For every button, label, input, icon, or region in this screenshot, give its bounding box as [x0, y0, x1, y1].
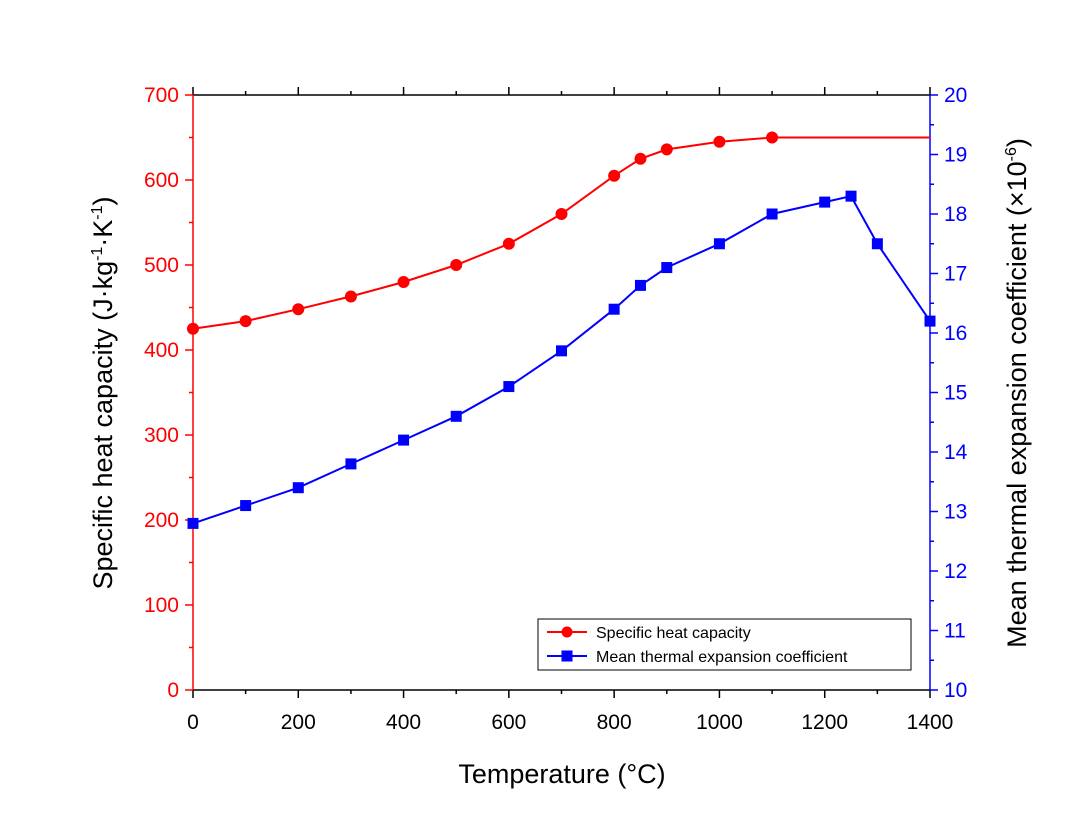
y-right-tick-label: 12 [944, 560, 967, 583]
data-point-expansion-10 [661, 262, 673, 274]
chart-series [187, 131, 936, 529]
y-right-tick-label: 10 [944, 679, 967, 702]
data-point-heat-1 [239, 315, 252, 328]
y-left-tick-label: 700 [144, 84, 179, 107]
data-point-expansion-15 [871, 238, 883, 250]
y-right-tick-label: 16 [944, 322, 967, 345]
x-tick-label: 800 [597, 711, 632, 734]
legend-label-heat: Specific heat capacity [596, 625, 751, 642]
x-tick-label: 200 [281, 711, 316, 734]
y-right-tick-label: 17 [944, 263, 967, 286]
data-point-expansion-3 [345, 458, 357, 470]
data-point-heat-10 [660, 143, 673, 156]
data-point-expansion-6 [503, 381, 515, 393]
data-point-expansion-1 [240, 500, 252, 512]
data-point-expansion-2 [292, 482, 304, 494]
y-left-tick-label: 600 [144, 169, 179, 192]
x-tick-label: 1200 [801, 711, 848, 734]
data-point-expansion-5 [450, 410, 462, 422]
data-point-heat-9 [634, 152, 647, 165]
data-point-expansion-14 [845, 190, 857, 202]
data-point-heat-4 [397, 276, 410, 288]
x-tick-label: 1400 [907, 711, 954, 734]
data-point-heat-11 [713, 135, 726, 148]
y-left-tick-label: 500 [144, 254, 179, 277]
data-point-expansion-7 [556, 345, 567, 357]
data-point-expansion-0 [187, 517, 199, 529]
chart-axes: 0 200 400 600 800 1000 1200 1400 0 100 200 300 400 50… [144, 84, 968, 734]
y-right-tick-label: 19 [944, 144, 967, 167]
x-tick-label: 600 [491, 711, 526, 734]
series-line-1 [192, 194, 931, 525]
data-point-heat-12 [766, 131, 779, 144]
y-right-tick-label: 15 [944, 382, 967, 405]
data-point-expansion-8 [608, 303, 620, 315]
x-tick-label: 1000 [696, 711, 743, 734]
x-tick-label: 400 [386, 711, 421, 734]
x-tick-label: 0 [187, 711, 199, 734]
y-right-axis-title: Mean thermal expansion coefficient (×10-… [1002, 138, 1032, 648]
y-left-tick-label: 100 [144, 594, 179, 617]
data-point-heat-0 [187, 322, 199, 335]
data-point-expansion-9 [634, 279, 646, 291]
legend-marker-heat [561, 626, 573, 638]
series-line-0 [192, 136, 930, 330]
data-point-expansion-13 [819, 196, 831, 208]
data-point-expansion-4 [398, 434, 410, 446]
y-left-tick-label: 300 [144, 424, 179, 447]
y-left-axis-title: Specific heat capacity (J·kg-1·K-1) [88, 196, 118, 589]
y-right-tick-label: 20 [944, 84, 967, 107]
legend-label-expansion: Mean thermal expansion coefficient [596, 649, 848, 666]
data-point-heat-8 [608, 169, 621, 182]
data-point-heat-7 [555, 208, 568, 220]
x-axis-title: Temperature (°C) [458, 759, 665, 789]
y-right-tick-label: 14 [944, 441, 968, 464]
y-right-tick-label: 13 [944, 501, 967, 524]
y-right-tick-label: 18 [944, 203, 967, 226]
data-point-expansion-12 [766, 208, 778, 220]
data-point-heat-5 [450, 259, 463, 271]
data-point-heat-6 [502, 237, 515, 250]
legend-marker-expansion [561, 650, 573, 662]
data-point-expansion-11 [713, 238, 725, 250]
legend: Specific heat capacity Mean thermal expa… [537, 618, 912, 671]
data-point-heat-2 [292, 303, 305, 316]
y-right-tick-label: 11 [944, 620, 966, 643]
y-left-tick-label: 400 [144, 339, 179, 362]
data-point-heat-3 [344, 290, 357, 303]
y-left-tick-label: 0 [167, 679, 179, 702]
data-point-expansion-16 [924, 315, 936, 327]
legend-box [537, 618, 912, 671]
y-left-tick-label: 200 [144, 509, 179, 532]
